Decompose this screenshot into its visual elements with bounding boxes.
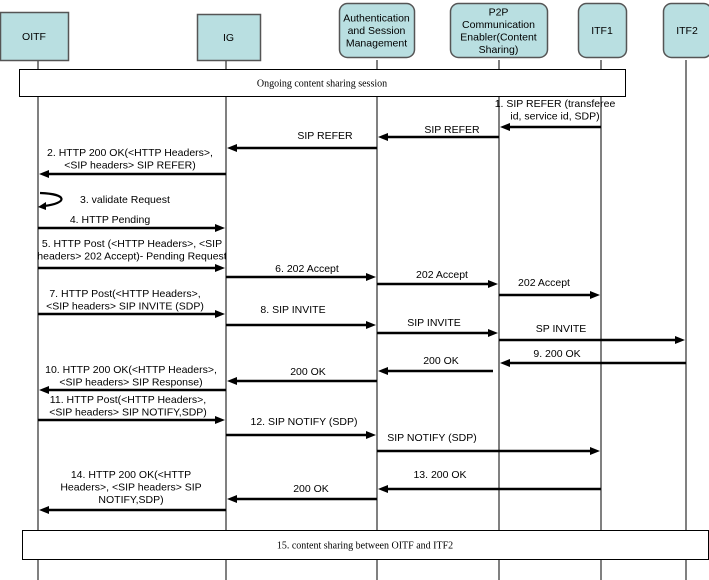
- message-label: SIP REFER: [297, 130, 353, 142]
- message-label: 200 OK: [290, 366, 326, 378]
- note-box: Ongoing content sharing session: [19, 69, 626, 97]
- message-arrow: 3. validate Request: [38, 191, 170, 210]
- message-label: 11. HTTP Post(<HTTP Headers>,: [50, 394, 206, 406]
- message-arrow: 11. HTTP Post(<HTTP Headers>,<SIP header…: [38, 394, 225, 424]
- message-label: <SIP headers> SIP INVITE (SDP): [46, 301, 204, 313]
- message-label: 12. SIP NOTIFY (SDP): [251, 416, 358, 428]
- message-label: headers> 202 Accept)- Pending Request: [37, 251, 227, 263]
- message-label: 9. 200 OK: [533, 348, 580, 360]
- message-arrow: 8. SIP INVITE: [226, 304, 376, 329]
- participant-itf2: ITF2: [662, 2, 709, 59]
- message-label: SP INVITE: [536, 323, 587, 335]
- message-label: 14. HTTP 200 OK(<HTTP: [71, 469, 191, 481]
- message-arrow: 200 OK: [378, 355, 493, 375]
- message-arrow: 13. 200 OK: [378, 469, 601, 493]
- message-arrow: 10. HTTP 200 OK(<HTTP Headers>,<SIP head…: [39, 364, 226, 394]
- message-label: 10. HTTP 200 OK(<HTTP Headers>,: [45, 364, 217, 376]
- message-arrow: SP INVITE: [499, 323, 685, 344]
- message-label: 8. SIP INVITE: [260, 304, 325, 316]
- message-label: 3. validate Request: [80, 194, 170, 206]
- message-arrow: SIP INVITE: [377, 317, 498, 337]
- message-label: Headers>, <SIP headers> SIP: [60, 482, 201, 494]
- message-label: <SIP headers> SIP NOTIFY,SDP): [49, 407, 207, 419]
- message-label: 4. HTTP Pending: [70, 214, 151, 226]
- message-arrow: SIP REFER: [227, 130, 377, 152]
- message-label: 200 OK: [293, 483, 329, 495]
- message-label: id, service id, SDP): [510, 111, 599, 123]
- message-label: 6. 202 Accept: [275, 263, 339, 275]
- note-text: 15. content sharing between OITF and ITF…: [277, 541, 453, 552]
- message-label: <SIP headers> SIP REFER): [64, 160, 196, 172]
- message-label: 2. HTTP 200 OK(<HTTP Headers>,: [47, 147, 213, 159]
- message-arrow: 5. HTTP Post (<HTTP Headers>, <SIPheader…: [37, 238, 227, 272]
- participant-label: and Session: [348, 25, 406, 37]
- participant-ig: IG: [196, 13, 262, 62]
- participant-label: Authentication: [343, 13, 410, 25]
- message-arrow: 2. HTTP 200 OK(<HTTP Headers>,<SIP heade…: [39, 147, 226, 178]
- participant-label: IG: [223, 32, 234, 44]
- message-label: 5. HTTP Post (<HTTP Headers>, <SIP: [42, 238, 222, 250]
- message-label: 200 OK: [423, 355, 459, 367]
- message-label: 202 Accept: [518, 277, 570, 289]
- message-arrow: 4. HTTP Pending: [38, 214, 225, 232]
- participant-label: Management: [346, 38, 407, 50]
- participant-oitf: OITF: [0, 11, 70, 62]
- note-text: Ongoing content sharing session: [257, 79, 387, 90]
- message-label: SIP REFER: [424, 124, 480, 136]
- message-label: <SIP headers> SIP Response): [59, 377, 202, 389]
- message-arrow: 12. SIP NOTIFY (SDP): [226, 416, 376, 439]
- message-arrow: 200 OK: [227, 366, 377, 385]
- participant-label: P2P: [489, 6, 509, 18]
- message-arrow: 200 OK: [227, 483, 377, 503]
- message-label: NOTIFY,SDP): [98, 494, 163, 506]
- participant-itf1: ITF1: [577, 2, 628, 59]
- message-arrow: 9. 200 OK: [500, 348, 686, 367]
- message-label: SIP INVITE: [407, 317, 461, 329]
- message-arrow: SIP REFER: [378, 124, 499, 141]
- message-arrow: 7. HTTP Post(<HTTP Headers>,<SIP headers…: [38, 288, 225, 318]
- message-arrow: SIP NOTIFY (SDP): [377, 432, 600, 455]
- participant-label: OITF: [22, 31, 46, 43]
- participant-label: Communication: [462, 19, 535, 31]
- participant-label: ITF1: [591, 25, 613, 37]
- participant-label: Enabler(Content: [460, 31, 537, 43]
- message-label: SIP NOTIFY (SDP): [387, 432, 476, 444]
- message-arrow: 6. 202 Accept: [226, 263, 376, 281]
- message-label: 7. HTTP Post(<HTTP Headers>,: [49, 288, 200, 300]
- participant-label: Sharing): [479, 44, 519, 56]
- participant-label: ITF2: [676, 25, 698, 37]
- message-arrow: 202 Accept: [499, 277, 600, 299]
- message-arrow: 202 Accept: [377, 269, 498, 288]
- message-label: 13. 200 OK: [413, 469, 466, 481]
- message-label: 1. SIP REFER (transferee: [495, 98, 616, 110]
- message-label: 202 Accept: [416, 269, 468, 281]
- note-box: 15. content sharing between OITF and ITF…: [22, 530, 709, 560]
